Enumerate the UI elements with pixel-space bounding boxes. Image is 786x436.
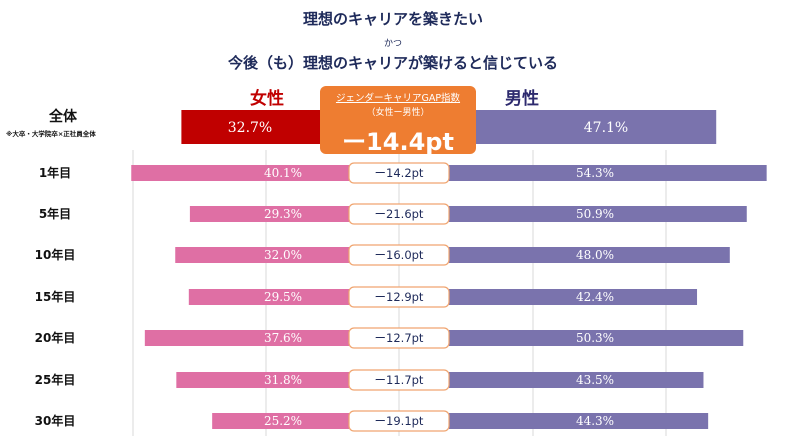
male-bar-5: [449, 372, 704, 388]
chart-title-line2: かつ: [383, 39, 402, 49]
male-bar-4: [449, 330, 744, 346]
female-bar-1: [189, 206, 349, 222]
legend-female: 女性: [250, 89, 284, 109]
female-value-5: 31.8%: [264, 373, 302, 387]
male-bar-1: [449, 206, 747, 222]
male-value-5: 43.5%: [576, 373, 614, 387]
female-bar-6: [212, 413, 349, 429]
gap-box-0: [348, 162, 450, 184]
legend-male: 男性: [505, 89, 539, 109]
gap-value-2: ー16.0pt: [375, 248, 424, 262]
female-value-3: 29.5%: [264, 290, 302, 304]
gap-box-2: [348, 244, 450, 266]
row-label-4: 20年目: [35, 330, 76, 345]
female-value-2: 32.0%: [264, 248, 302, 262]
male-value-4: 50.3%: [576, 331, 614, 345]
row-label-1: 5年目: [39, 206, 71, 221]
gap-value-0: ー14.2pt: [375, 166, 424, 180]
chart-title-line3: 今後（も）理想のキャリアが築けると信じている: [227, 54, 558, 72]
male-bar-0: [449, 165, 767, 181]
gap-value-6: ー19.1pt: [375, 414, 424, 428]
total-row-note: ※大卒・大学院卒×正社員全体: [6, 130, 96, 138]
total-gap-box: ジェンダーキャリアGAP指数 （女性ー男性） ー14.4pt: [320, 86, 476, 156]
female-bar-5: [176, 372, 349, 388]
female-bar-3: [188, 289, 349, 305]
total-row-label: 全体: [49, 109, 77, 125]
chart-title-line1: 理想のキャリアを築きたい: [302, 10, 483, 28]
male-value-6: 44.3%: [576, 414, 614, 428]
male-value-1: 50.9%: [576, 207, 614, 221]
female-value-6: 25.2%: [264, 414, 302, 428]
female-bar-4: [144, 330, 349, 346]
row-label-2: 10年目: [35, 247, 76, 262]
row-label-6: 30年目: [35, 413, 76, 428]
gap-value-3: ー12.9pt: [375, 290, 424, 304]
gap-caption-formula: （女性ー男性）: [366, 108, 430, 118]
male-bar-3: [449, 289, 698, 305]
total-gap-value: ー14.4pt: [342, 128, 454, 156]
female-value-1: 29.3%: [264, 207, 302, 221]
gap-box-5: [348, 369, 450, 391]
gap-box-3: [348, 286, 450, 308]
row-label-0: 1年目: [39, 165, 71, 180]
gap-value-5: ー11.7pt: [375, 373, 424, 387]
gap-box-1: [348, 203, 450, 225]
female-value-4: 37.6%: [264, 331, 302, 345]
gap-value-1: ー21.6pt: [375, 207, 424, 221]
total-male-bar: [476, 110, 717, 144]
male-bar-6: [449, 413, 709, 429]
gap-value-4: ー12.7pt: [375, 331, 424, 345]
female-bar-2: [175, 247, 349, 263]
total-female-bar: [181, 110, 322, 144]
male-bar-2: [449, 247, 730, 263]
total-female-value: 32.7%: [228, 120, 272, 136]
female-value-0: 40.1%: [264, 166, 302, 180]
male-value-0: 54.3%: [576, 166, 614, 180]
row-label-3: 15年目: [35, 289, 76, 304]
gap-caption-title: ジェンダーキャリアGAP指数: [335, 93, 461, 104]
gap-box-6: [348, 410, 450, 432]
row-label-5: 25年目: [35, 372, 76, 387]
total-male-value: 47.1%: [584, 120, 628, 136]
gap-box-4: [348, 327, 450, 349]
male-value-3: 42.4%: [576, 290, 614, 304]
female-bar-0: [131, 165, 349, 181]
male-value-2: 48.0%: [576, 248, 614, 262]
